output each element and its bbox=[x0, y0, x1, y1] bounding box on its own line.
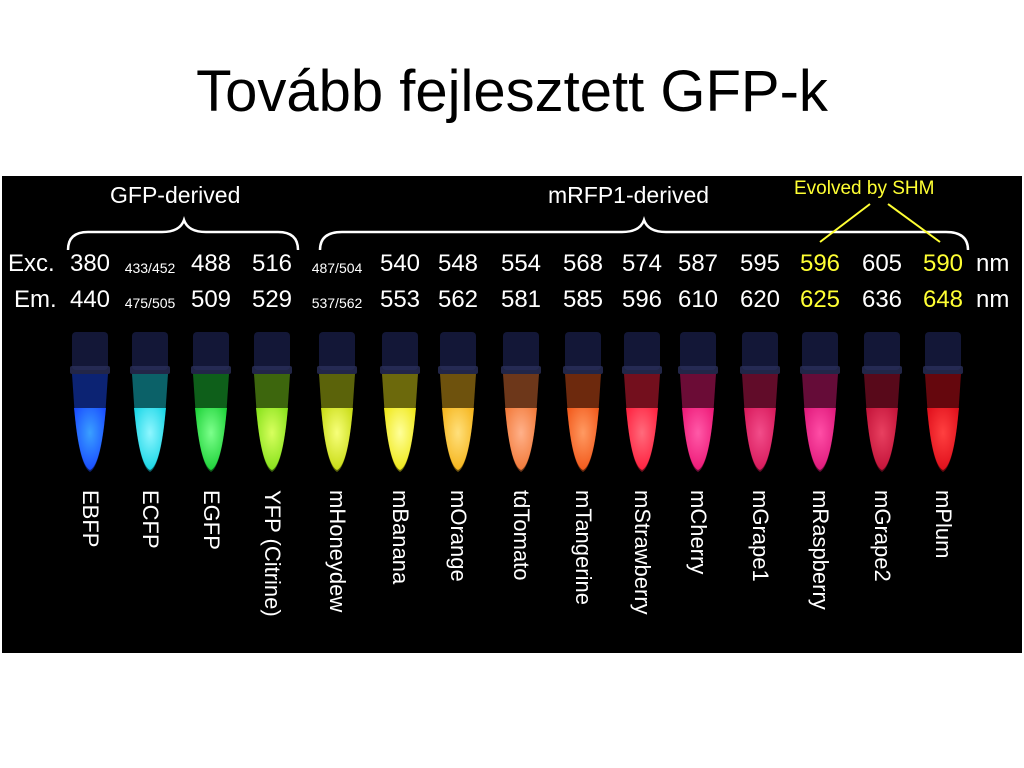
row-label-em: Em. bbox=[14, 286, 57, 313]
tube-icon bbox=[130, 332, 170, 472]
em-value: 553 bbox=[379, 286, 421, 313]
tube-icon bbox=[740, 332, 780, 472]
tube-icon bbox=[678, 332, 718, 472]
em-value: 562 bbox=[437, 286, 479, 313]
em-value: 475/505 bbox=[124, 295, 176, 311]
tube-icon bbox=[317, 332, 357, 472]
tube-icon bbox=[380, 332, 420, 472]
fluorescent-proteins-figure: GFP-derived mRFP1-derived Evolved by SHM… bbox=[2, 176, 1022, 653]
exc-value: 596 bbox=[799, 250, 841, 277]
em-value: 585 bbox=[562, 286, 604, 313]
protein-name: mOrange bbox=[446, 490, 471, 582]
protein-name: mTangerine bbox=[571, 490, 596, 605]
tube-icon bbox=[252, 332, 292, 472]
protein-name: mBanana bbox=[388, 490, 413, 585]
exc-value: 605 bbox=[861, 250, 903, 277]
group-braces bbox=[66, 203, 970, 251]
gfp-brace bbox=[66, 216, 300, 251]
tube-icon bbox=[800, 332, 840, 472]
protein-name: tdTomato bbox=[509, 490, 534, 581]
exc-value: 587 bbox=[677, 250, 719, 277]
shm-label: Evolved by SHM bbox=[794, 178, 935, 199]
protein-name: mGrape2 bbox=[870, 490, 895, 582]
em-value: 596 bbox=[621, 286, 663, 313]
em-value: 537/562 bbox=[311, 295, 363, 311]
protein-name: ECFP bbox=[138, 490, 163, 549]
tube-icon bbox=[563, 332, 603, 472]
tube-icon bbox=[923, 332, 963, 472]
protein-name: mGrape1 bbox=[748, 490, 773, 582]
tube-icon bbox=[438, 332, 478, 472]
em-value: 610 bbox=[677, 286, 719, 313]
protein-name: mStrawberry bbox=[630, 490, 655, 615]
protein-name: mRaspberry bbox=[808, 490, 833, 610]
em-value: 529 bbox=[251, 286, 293, 313]
em-value: 636 bbox=[861, 286, 903, 313]
protein-name: mHoneydew bbox=[325, 490, 350, 613]
mrfp-brace bbox=[318, 216, 970, 251]
em-value: 581 bbox=[500, 286, 542, 313]
exc-value: 548 bbox=[437, 250, 479, 277]
exc-value: 554 bbox=[500, 250, 542, 277]
exc-value: 590 bbox=[922, 250, 964, 277]
exc-value: 433/452 bbox=[124, 260, 176, 276]
group-label-mrfp: mRFP1-derived bbox=[548, 182, 710, 208]
em-value: 648 bbox=[922, 286, 964, 313]
row-label-exc: Exc. bbox=[8, 250, 55, 277]
em-value: 620 bbox=[739, 286, 781, 313]
exc-value: 574 bbox=[621, 250, 663, 277]
tube-icon bbox=[70, 332, 110, 472]
unit-exc: nm bbox=[976, 250, 1010, 277]
shm-line-right bbox=[887, 203, 941, 243]
tube-icon bbox=[501, 332, 541, 472]
exc-value: 380 bbox=[69, 250, 111, 277]
exc-value: 595 bbox=[739, 250, 781, 277]
tube-icon bbox=[191, 332, 231, 472]
protein-name: mCherry bbox=[686, 490, 711, 575]
protein-name: EGFP bbox=[199, 490, 224, 550]
em-value: 625 bbox=[799, 286, 841, 313]
exc-value: 540 bbox=[379, 250, 421, 277]
protein-name: EBFP bbox=[78, 490, 103, 548]
exc-value: 487/504 bbox=[311, 260, 363, 276]
protein-name: mPlum bbox=[931, 490, 956, 559]
em-value: 509 bbox=[190, 286, 232, 313]
slide-title: Tovább fejlesztett GFP-k bbox=[196, 59, 828, 124]
group-label-gfp: GFP-derived bbox=[110, 182, 241, 208]
tube-icon bbox=[622, 332, 662, 472]
shm-line-left bbox=[819, 203, 871, 243]
exc-value: 516 bbox=[251, 250, 293, 277]
em-value: 440 bbox=[69, 286, 111, 313]
exc-value: 488 bbox=[190, 250, 232, 277]
tube-icon bbox=[862, 332, 902, 472]
unit-em: nm bbox=[976, 286, 1010, 313]
exc-value: 568 bbox=[562, 250, 604, 277]
protein-name: YFP (Citrine) bbox=[260, 490, 285, 617]
